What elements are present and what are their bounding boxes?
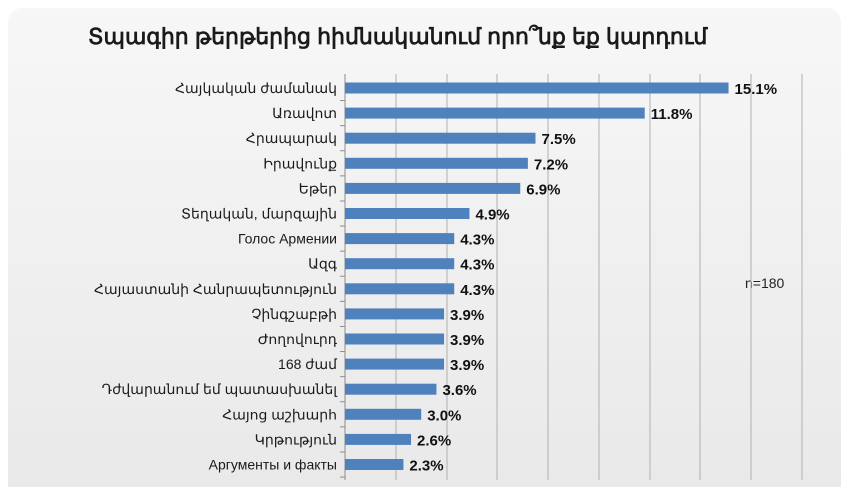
data-label: 3.0% <box>427 407 461 424</box>
bar <box>345 283 455 295</box>
category-label: Չինգշաբթի <box>251 306 337 322</box>
category-label: Տեղական, մարզային <box>181 206 337 222</box>
bar <box>345 408 422 420</box>
data-label: 4.3% <box>460 282 494 299</box>
bar <box>345 333 445 345</box>
data-label: 2.6% <box>417 432 451 449</box>
data-label: 4.9% <box>475 207 509 224</box>
bar <box>345 132 536 144</box>
category-label: Հրապարակ <box>246 130 337 146</box>
data-label: 11.8% <box>651 106 693 123</box>
bar <box>345 308 445 320</box>
bar <box>345 107 645 119</box>
category-label: Ժողովուրդ <box>258 331 338 347</box>
bar <box>345 233 455 245</box>
data-label: 3.6% <box>442 382 476 399</box>
data-label: 4.3% <box>460 232 494 249</box>
bar <box>345 258 455 270</box>
bar <box>345 82 729 94</box>
category-label: Голос Армении <box>238 231 337 247</box>
data-label: 7.2% <box>534 156 568 173</box>
category-label: Դժվարանում եմ պատասխանել <box>102 381 339 397</box>
data-label: 3.9% <box>450 357 484 374</box>
data-label: 4.3% <box>460 257 494 274</box>
bar <box>345 383 437 395</box>
bar <box>345 358 445 370</box>
sample-size-note: n=180 <box>745 275 785 291</box>
category-label: Հայկական ժամանակ <box>175 80 337 96</box>
bar <box>345 182 521 194</box>
category-label: Ազգ <box>308 256 338 272</box>
category-label: Իրավունք <box>263 155 337 171</box>
data-label: 3.9% <box>450 332 484 349</box>
data-label: 7.5% <box>542 131 576 148</box>
bar <box>345 433 412 445</box>
category-label: Եթեր <box>299 180 337 196</box>
category-label: Հայաստանի Հանրապետություն <box>94 281 337 297</box>
data-label: 3.9% <box>450 307 484 324</box>
category-label: Առավոտ <box>272 105 337 121</box>
bar <box>345 157 528 169</box>
data-label: 2.3% <box>409 458 443 475</box>
bar <box>345 459 404 470</box>
category-label: Аргументы и факты <box>209 457 337 473</box>
chart-title: Տպագիր թերթերից հիմնականում որո՞նք եք կա… <box>88 24 708 49</box>
category-label: Հայոց աշխարհ <box>222 406 337 422</box>
category-label: 168 ժամ <box>278 356 338 372</box>
data-label: 6.9% <box>526 181 560 198</box>
data-label: 15.1% <box>735 81 778 98</box>
bar <box>345 208 470 219</box>
category-label: Կրթություն <box>255 431 337 447</box>
